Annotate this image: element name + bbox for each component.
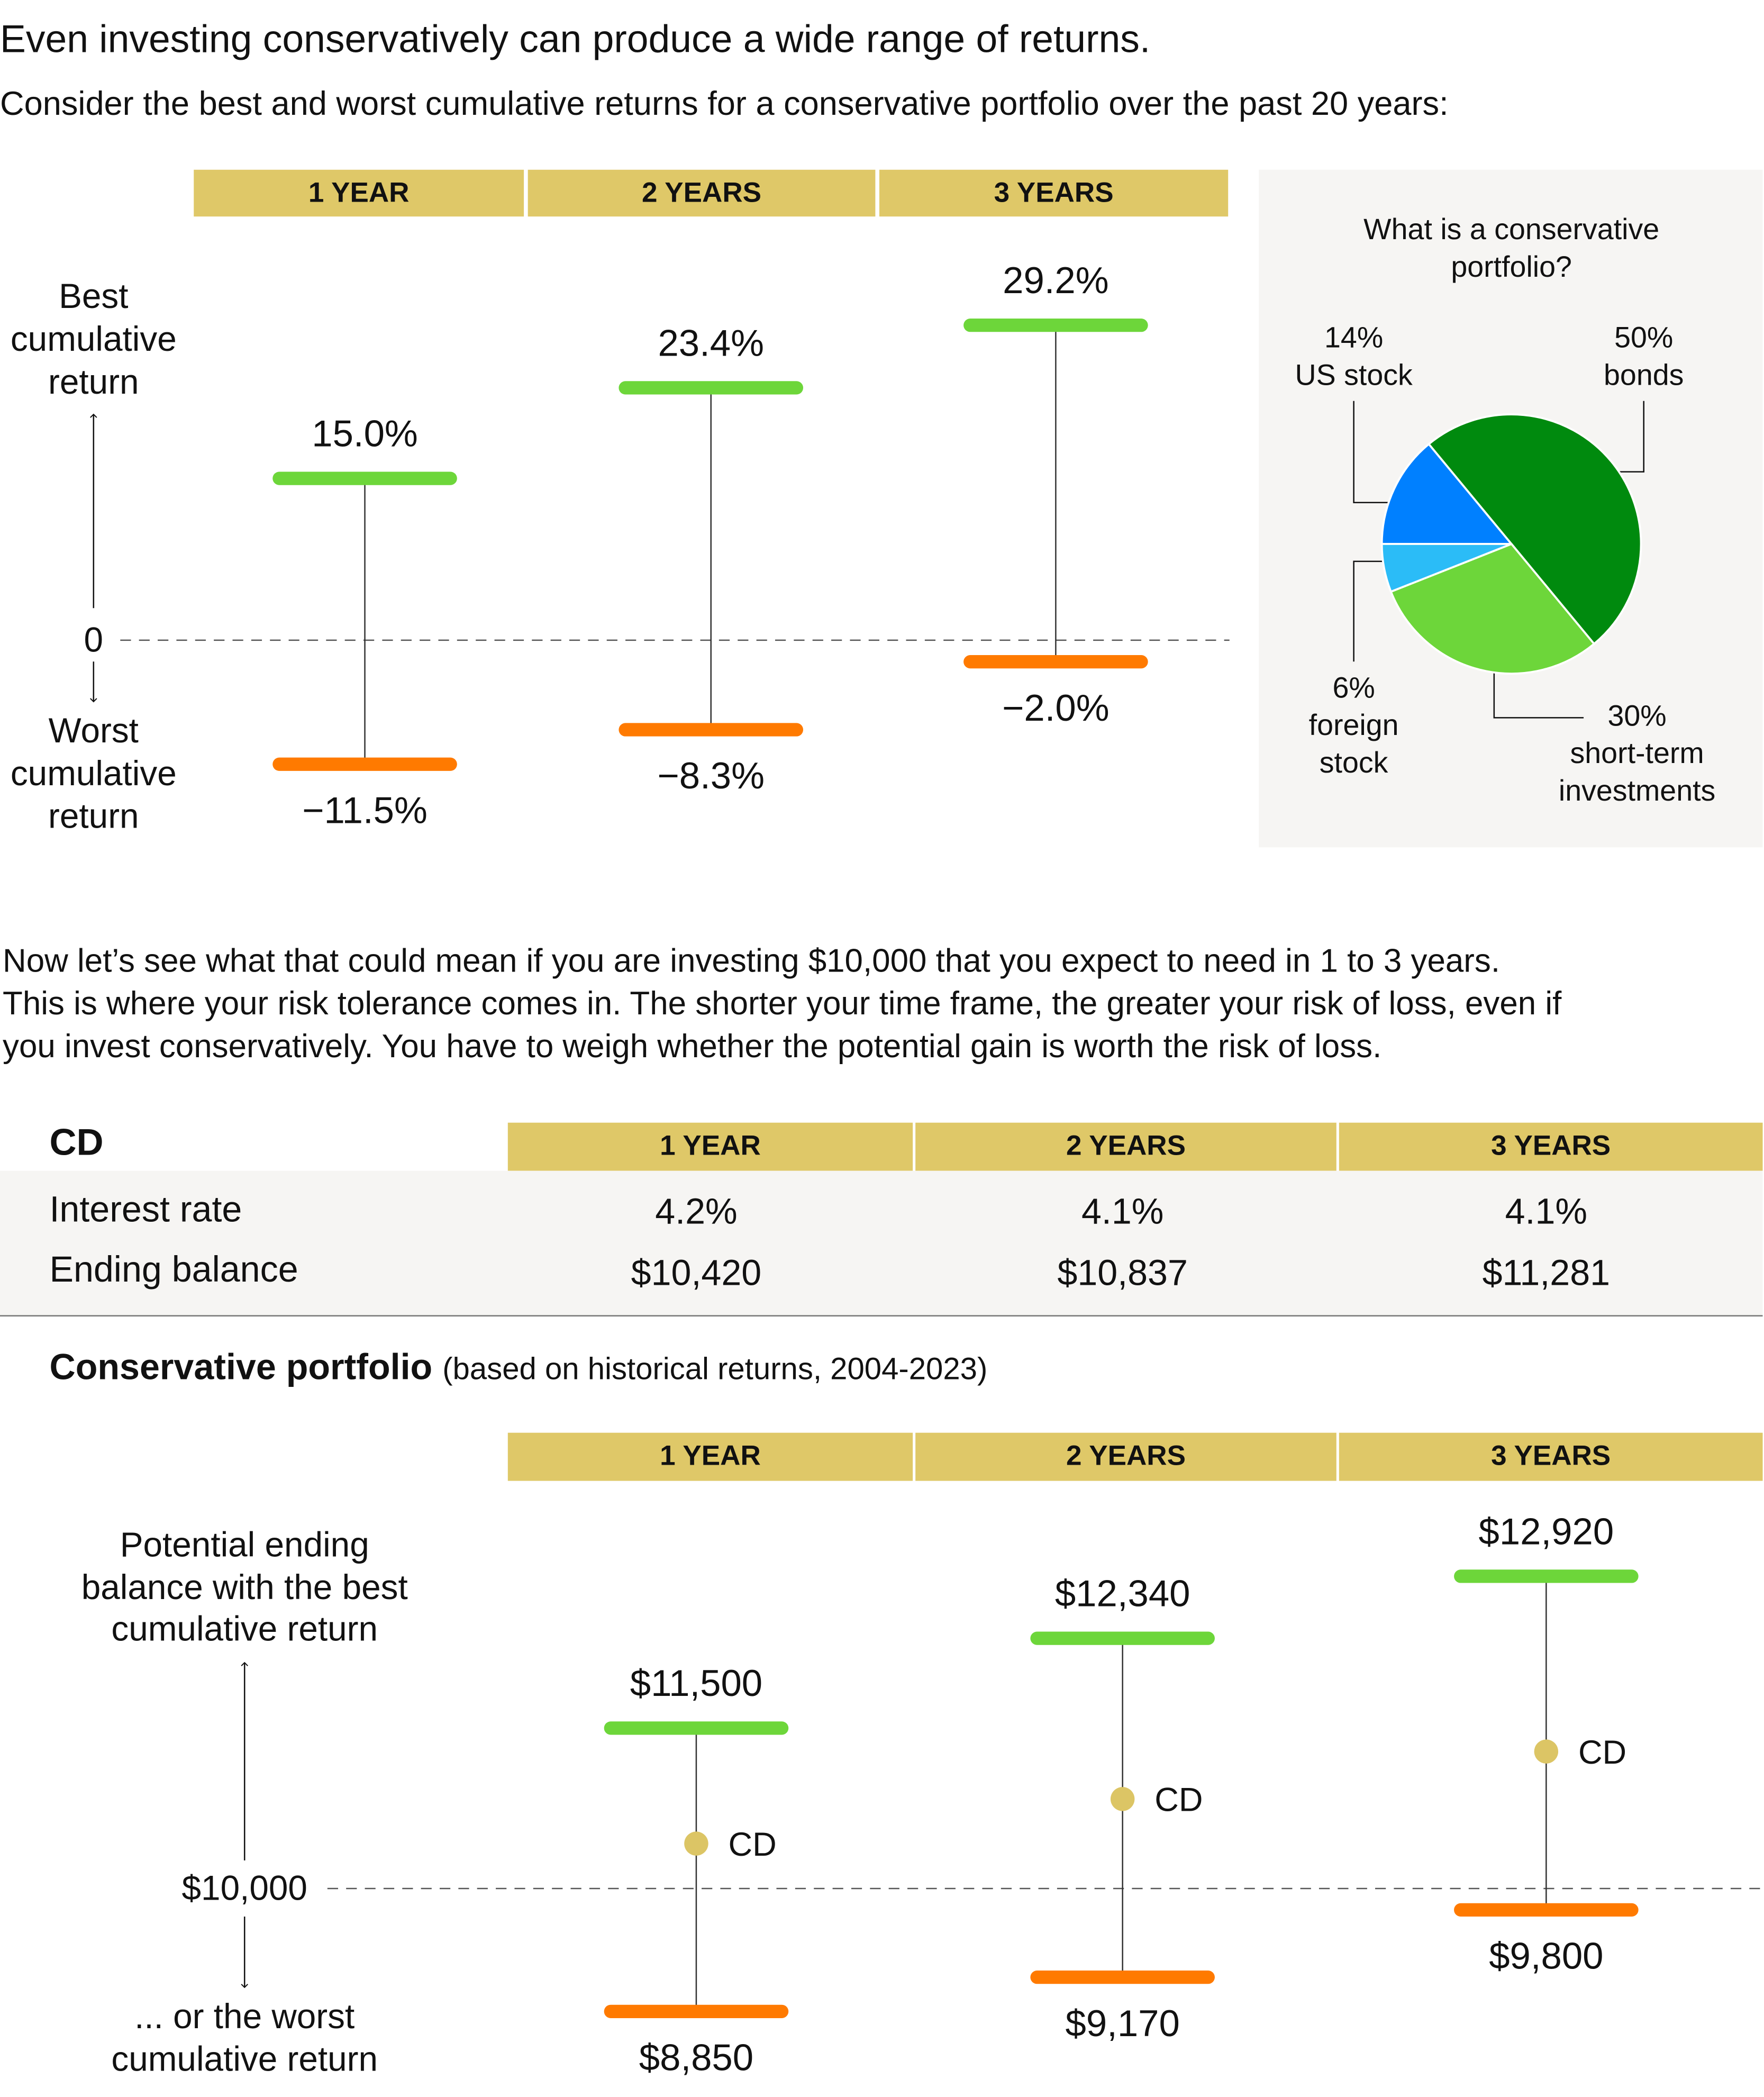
- best-bar: [272, 471, 457, 485]
- bottom-range-chart: $11,500 $8,850 CD $12,340 $9,170 CD $12,920 $9,…: [604, 1510, 1639, 2078]
- cd-cell: 4.1%: [1081, 1191, 1164, 1232]
- cd-dot: [1110, 1787, 1135, 1811]
- bottom-best-label-line: balance with the best: [81, 1567, 408, 1608]
- pie-label-foreign: stock: [1319, 746, 1388, 779]
- intro-text: Consider the best and worst cumulative r…: [0, 85, 1449, 123]
- cd-header-3-years: 3 YEARS: [1339, 1122, 1763, 1171]
- bottom-best-label-line: cumulative return: [111, 1608, 378, 1649]
- best-value-label: 23.4%: [658, 322, 764, 364]
- bottom-header-1-year: 1 YEAR: [507, 1432, 913, 1481]
- pie-label-foreign: foreign: [1308, 708, 1399, 742]
- pie-chart: [1380, 413, 1642, 675]
- pie-label-bonds: bonds: [1604, 358, 1684, 392]
- best-bar: [619, 381, 804, 395]
- worst-value-label: −8.3%: [657, 755, 765, 796]
- pie-slice: [1380, 442, 1514, 545]
- top-header-3-years: 3 YEARS: [879, 169, 1229, 217]
- pie-slice: [1389, 542, 1596, 675]
- cd-cell: $11,281: [1482, 1252, 1611, 1293]
- best-bar: [963, 319, 1148, 332]
- worst-value-label: $9,800: [1489, 1935, 1603, 1977]
- best-value-label: 29.2%: [1003, 259, 1109, 301]
- cd-cell: $10,420: [631, 1252, 762, 1293]
- top-header-2-years: 2 YEARS: [528, 169, 876, 217]
- bottom-header-2-years: 2 YEARS: [915, 1432, 1336, 1481]
- pie-label-short-term: short-term: [1570, 736, 1704, 770]
- cd-label: CD: [1578, 1734, 1626, 1771]
- cd-cell: 4.1%: [1505, 1191, 1588, 1232]
- portfolio-heading: Conservative portfolio (based on histori…: [49, 1347, 987, 1388]
- worst-bar: [272, 757, 457, 771]
- pie-slice: [1380, 543, 1512, 593]
- best-bar: [1030, 1631, 1215, 1645]
- worst-value-label: $8,850: [639, 2036, 753, 2078]
- best-label-line: return: [48, 361, 139, 402]
- best-label-line: Best: [59, 276, 129, 316]
- pie-slice: [1427, 413, 1642, 646]
- top-range-chart: 15.0% −11.5% 23.4% −8.3% 29.2% −2.0%: [272, 259, 1148, 831]
- pie-label-us-stock: US stock: [1295, 358, 1413, 392]
- cd-cell: $10,837: [1057, 1252, 1188, 1293]
- headline: Even investing conservatively can produc…: [0, 19, 1151, 62]
- pie-label-us-stock: 14%: [1324, 321, 1384, 355]
- portfolio-title: Conservative portfolio: [49, 1347, 433, 1387]
- worst-value-label: −11.5%: [302, 789, 428, 831]
- paragraph-line: Now let’s see what that could mean if yo…: [3, 943, 1501, 980]
- cd-cell: 4.2%: [655, 1191, 738, 1232]
- worst-bar: [619, 723, 804, 737]
- cd-dot: [1534, 1739, 1559, 1764]
- worst-label-line: Worst: [48, 710, 139, 751]
- cd-header-2-years: 2 YEARS: [915, 1122, 1336, 1171]
- worst-bar: [1454, 1903, 1639, 1917]
- cd-label: CD: [1154, 1782, 1203, 1819]
- pie-label-short-term: investments: [1558, 774, 1716, 807]
- cd-header-1-year: 1 YEAR: [507, 1122, 913, 1171]
- worst-bar: [1030, 1971, 1215, 1984]
- pie-title-line: What is a conservative: [1363, 212, 1660, 246]
- best-label-line: cumulative: [10, 319, 177, 359]
- top-header-1-year: 1 YEAR: [194, 169, 524, 217]
- best-value-label: $11,500: [630, 1662, 762, 1704]
- paragraph-line: This is where your risk tolerance comes …: [3, 986, 1562, 1023]
- cd-label: CD: [729, 1826, 777, 1863]
- worst-label-line: return: [48, 796, 139, 836]
- best-value-label: $12,920: [1479, 1510, 1614, 1552]
- cd-table-body: [0, 1170, 1763, 1317]
- pie-title-line: portfolio?: [1451, 250, 1572, 284]
- worst-value-label: −2.0%: [1002, 687, 1110, 729]
- cd-table-title: CD: [49, 1121, 104, 1163]
- worst-label-line: cumulative: [10, 753, 177, 794]
- best-bar: [604, 1721, 789, 1735]
- baseline-label: $10,000: [181, 1867, 307, 1908]
- pie-label-bonds: 50%: [1614, 321, 1674, 355]
- cd-row-label: Ending balance: [49, 1249, 298, 1290]
- bottom-worst-label-line: cumulative return: [111, 2039, 378, 2079]
- worst-bar: [604, 2004, 789, 2018]
- cd-row-label: Interest rate: [49, 1189, 242, 1230]
- pie-label-short-term: 30%: [1607, 698, 1667, 733]
- portfolio-subtitle: (based on historical returns, 2004-2023): [442, 1351, 988, 1386]
- best-value-label: 15.0%: [312, 412, 418, 454]
- best-bar: [1454, 1569, 1639, 1583]
- paragraph-line: you invest conservatively. You have to w…: [3, 1029, 1382, 1066]
- zero-label: 0: [84, 619, 104, 660]
- bottom-best-label-line: Potential ending: [120, 1524, 369, 1565]
- worst-value-label: $9,170: [1066, 2002, 1180, 2044]
- bottom-worst-label-line: ... or the worst: [134, 1996, 355, 2037]
- bottom-header-3-years: 3 YEARS: [1339, 1432, 1763, 1481]
- cd-dot: [684, 1831, 708, 1856]
- best-value-label: $12,340: [1055, 1573, 1190, 1614]
- worst-bar: [963, 655, 1148, 669]
- pie-label-foreign: 6%: [1332, 670, 1375, 705]
